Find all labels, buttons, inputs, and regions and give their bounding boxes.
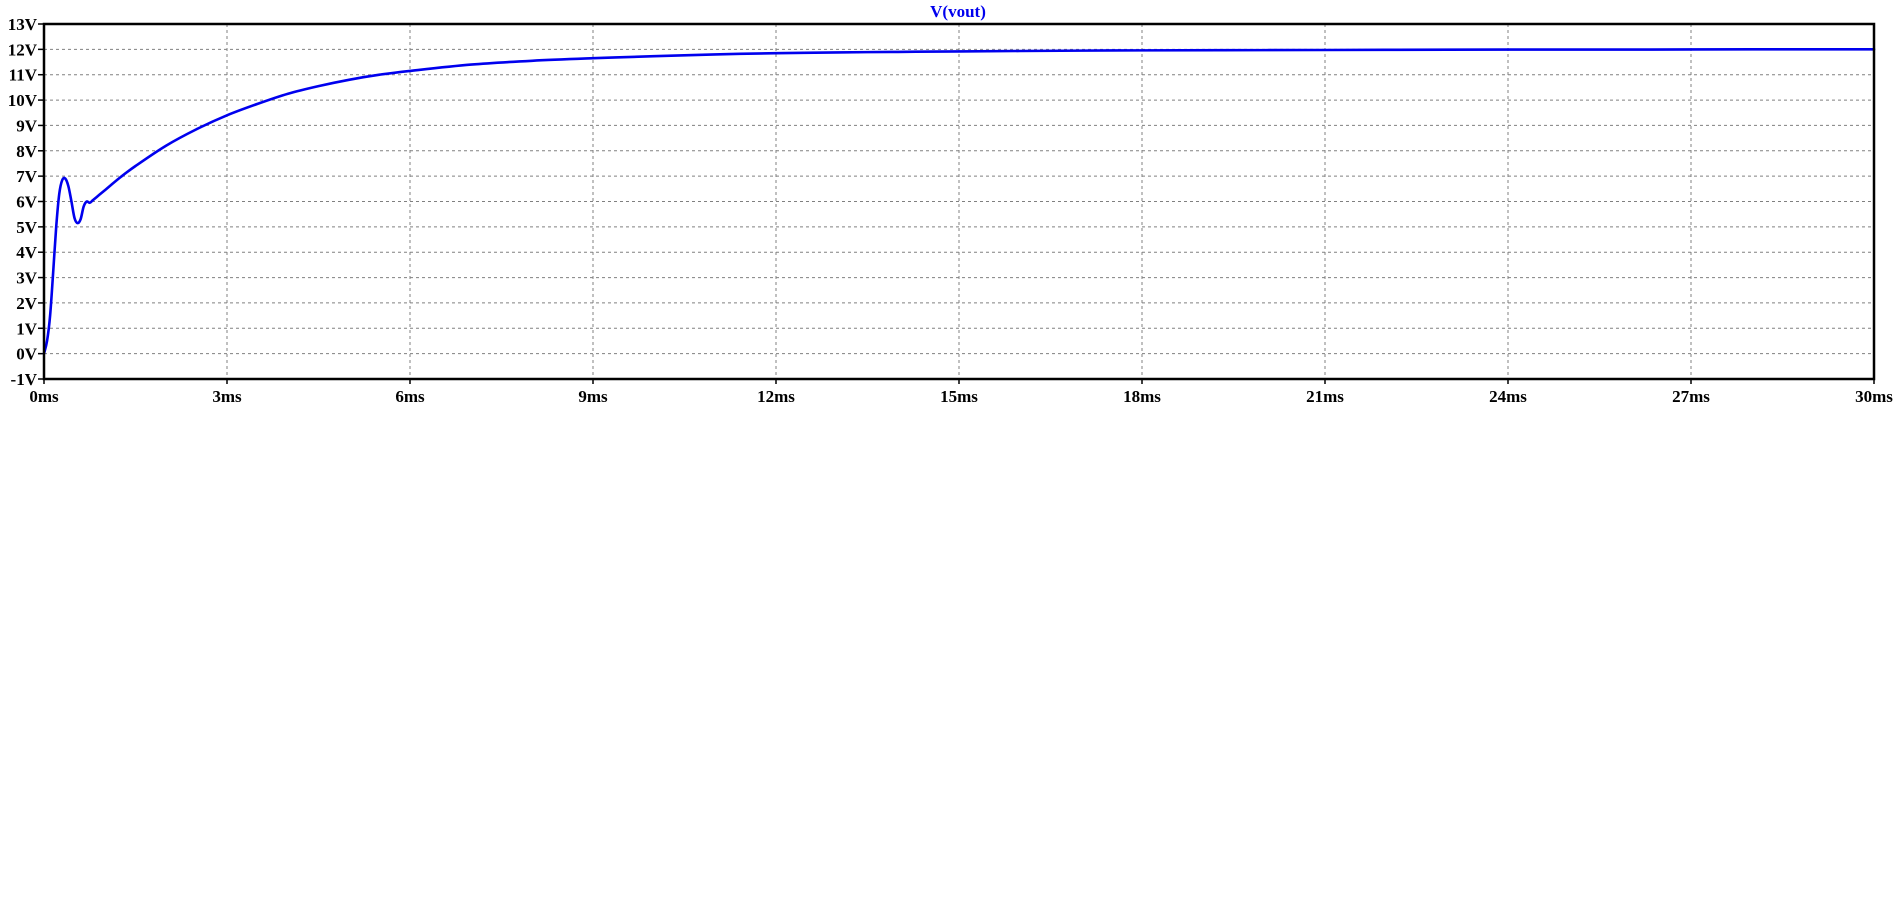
x-tick-label: 9ms <box>578 387 608 406</box>
y-tick-label: 13V <box>8 15 38 34</box>
series-line-vout[interactable] <box>42 48 1876 355</box>
x-tick-label: 0ms <box>29 387 59 406</box>
x-tick-label: 12ms <box>757 387 795 406</box>
grid-layer <box>44 24 1874 379</box>
trace-title: V(vout) <box>930 2 986 21</box>
y-tick-label: 4V <box>16 243 38 262</box>
x-tick-label: 27ms <box>1672 387 1710 406</box>
x-tick-label: 24ms <box>1489 387 1527 406</box>
y-tick-label: 9V <box>16 116 38 135</box>
plot-frame <box>42 22 1876 381</box>
x-tick-label: 15ms <box>940 387 978 406</box>
y-tick-label: 10V <box>8 91 38 110</box>
y-tick-label: 8V <box>16 142 38 161</box>
y-tick-label: 1V <box>16 319 38 338</box>
y-tick-label: 12V <box>8 40 38 59</box>
x-tick-label: 30ms <box>1855 387 1893 406</box>
y-tick-label: 5V <box>16 218 38 237</box>
x-tick-label: 18ms <box>1123 387 1161 406</box>
x-axis-labels: 0ms 3ms 6ms 9ms 12ms 15ms 18ms 21ms 24ms 27ms 30ms <box>29 387 1893 406</box>
y-tick-label: -1V <box>11 370 38 389</box>
x-tick-label: 21ms <box>1306 387 1344 406</box>
y-tick-label: 3V <box>16 269 38 288</box>
y-tick-label: 11V <box>9 66 38 85</box>
y-tick-label: 6V <box>16 193 38 212</box>
x-tick-label: 3ms <box>212 387 242 406</box>
tick-layer <box>38 23 1875 384</box>
y-tick-label: 0V <box>16 345 38 364</box>
y-tick-label: 7V <box>16 167 38 186</box>
x-tick-label: 6ms <box>395 387 425 406</box>
y-tick-label: 2V <box>16 294 38 313</box>
trace-layer <box>42 48 1876 355</box>
y-axis-labels: -1V 0V 1V 2V 3V 4V 5V 6V 7V 8V 9V 10V 11V 12V 13V <box>8 15 38 389</box>
